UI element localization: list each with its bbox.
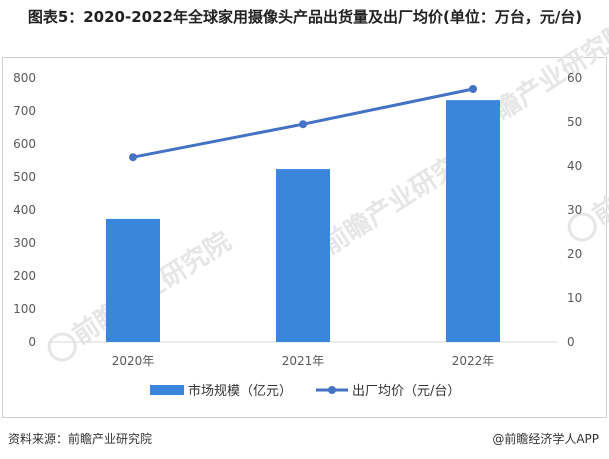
y-right-tick-label: 0 [567, 335, 575, 349]
y-left-tick-label: 400 [13, 203, 36, 217]
line-point [469, 85, 477, 93]
y-right-tick-label: 60 [567, 71, 582, 85]
legend-bar-swatch [150, 385, 184, 395]
y-left-tick-label: 100 [13, 302, 36, 316]
line-point [299, 120, 307, 129]
watermark-logo [567, 212, 597, 242]
y-left-tick-label: 800 [13, 71, 36, 85]
y-left-tick-label: 200 [13, 269, 36, 283]
y-left-tick-label: 500 [13, 170, 36, 184]
chart-title: 图表5：2020-2022年全球家用摄像头产品出货量及出厂均价(单位：万台，元/… [27, 8, 583, 26]
y-left-tick-label: 600 [13, 137, 36, 151]
y-right-tick-label: 10 [567, 291, 582, 305]
legend-bar-label: 市场规模（亿元） [188, 383, 292, 399]
brand-credit: @前瞻经济学人APP [492, 432, 599, 446]
legend-line-label: 出厂均价（元/台） [352, 384, 460, 399]
x-tick-label: 2022年 [452, 354, 495, 368]
bar [106, 218, 160, 342]
y-right-tick-label: 50 [567, 115, 582, 129]
x-tick-label: 2020年 [112, 354, 155, 368]
line-point [129, 153, 137, 162]
y-right-tick-label: 30 [567, 203, 582, 217]
legend-line-marker [328, 386, 336, 394]
bar [446, 100, 500, 342]
y-left-tick-label: 300 [13, 236, 36, 250]
watermark-logo [47, 332, 77, 362]
watermark-text: 前瞻产业研究院 [587, 106, 609, 231]
y-right-tick-label: 20 [567, 247, 582, 261]
x-tick-label: 2021年 [282, 354, 325, 368]
source-note: 资料来源：前瞻产业研究院 [8, 432, 153, 446]
bar [276, 169, 330, 342]
bar-series [106, 100, 500, 342]
y-right-tick-label: 40 [567, 159, 582, 173]
y-left-tick-label: 0 [28, 335, 36, 349]
axis-layer: 0 100 200 300 400 500 600 700 800 0 10 20 30 40 50 60 20… [13, 71, 582, 368]
legend: 市场规模（亿元） 出厂均价（元/台） [150, 383, 460, 399]
line-series [129, 85, 477, 162]
chart-frame [2, 57, 607, 418]
y-left-tick-label: 700 [13, 104, 36, 118]
